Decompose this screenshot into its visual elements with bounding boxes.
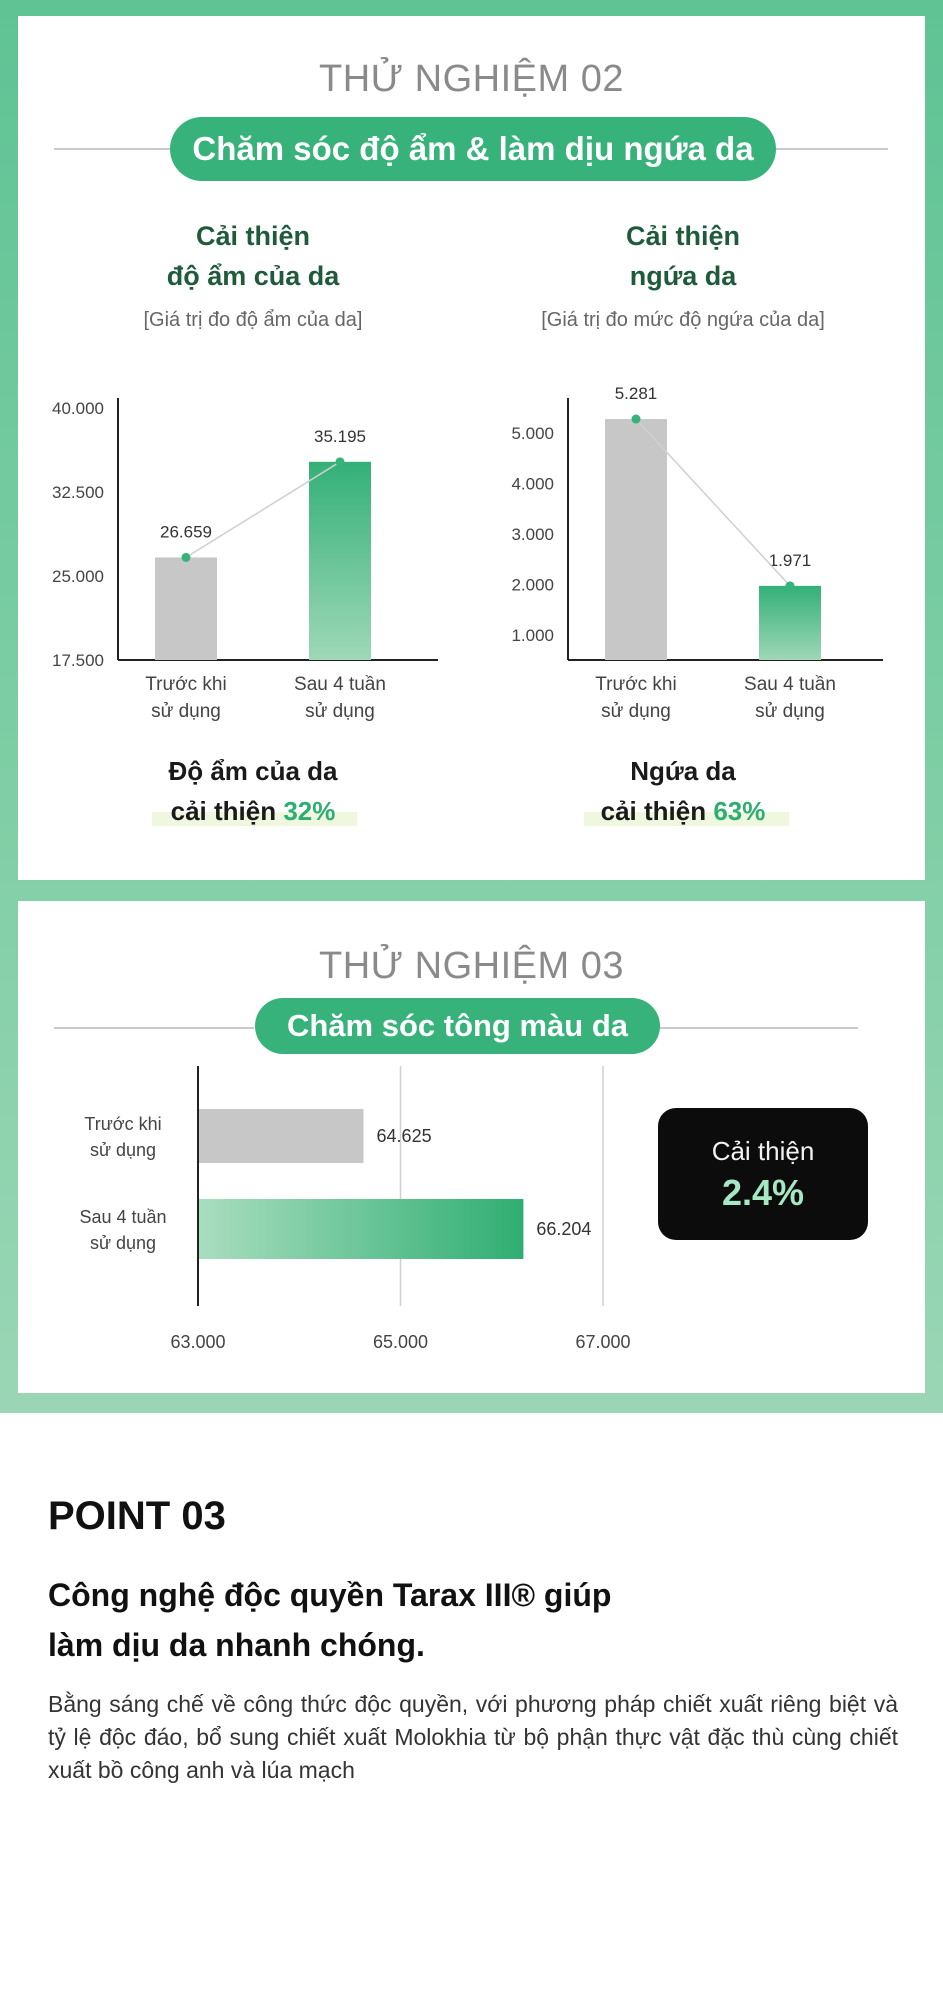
value-label: 1.971 [769, 551, 812, 570]
value-label: 66.204 [536, 1219, 591, 1239]
x-tick-label: 65.000 [373, 1332, 428, 1352]
trend-dot [785, 581, 795, 591]
right-result-line1: Ngứa da [630, 756, 736, 786]
left-col-subtitle: [Giá trị đo độ ẩm của da] [143, 309, 363, 331]
category-label: Sau 4 tuần [744, 674, 836, 695]
bar [605, 419, 667, 660]
right-result-highlight [584, 812, 789, 826]
left-result-line1: Độ ẩm của da [168, 756, 338, 786]
trend-dot [631, 414, 641, 424]
x-tick-label: 67.000 [575, 1332, 630, 1352]
point-heading-line1: Công nghệ độc quyền Tarax III® giúp [48, 1577, 612, 1613]
right-result-line2: cải thiện 63% [518, 791, 848, 831]
value-label: 5.281 [615, 384, 658, 403]
y-tick-label: 25.000 [52, 567, 104, 586]
right-result: Ngứa da cải thiện 63% [518, 751, 848, 831]
y-tick-label: 5.000 [511, 424, 554, 443]
value-label: 35.195 [314, 427, 366, 446]
y-tick-label: 1.000 [511, 626, 554, 645]
trend-line [635, 418, 791, 587]
right-result-prefix: cải thiện [600, 796, 707, 826]
trend-dot [335, 457, 345, 467]
divider-left [54, 148, 204, 150]
right-title-line1: Cải thiện [625, 221, 740, 251]
category-label: sử dụng [90, 1233, 156, 1253]
moisture-chart: 40.000 32.500 25.000 17.500 26.659 Trước khi s… [52, 398, 438, 722]
category-label: Trước khi [595, 674, 676, 695]
badge-value: 2.4% [721, 1172, 805, 1213]
category-label: sử dụng [755, 701, 825, 722]
divider-left-2 [54, 1027, 254, 1029]
x-tick-label: 63.000 [170, 1332, 225, 1352]
category-label: Sau 4 tuần [294, 674, 386, 695]
improvement-badge: Cải thiện 2.4% [658, 1108, 868, 1240]
right-col-subtitle: [Giá trị đo mức độ ngứa của da] [541, 309, 825, 331]
test03-title: THỬ NGHIỆM 03 [319, 945, 624, 987]
left-result: Độ ẩm của da cải thiện 32% [88, 751, 418, 831]
left-result-prefix: cải thiện [170, 796, 277, 826]
y-tick-label: 3.000 [511, 525, 554, 544]
left-result-highlight [152, 812, 357, 826]
y-tick-label: 17.500 [52, 651, 104, 670]
itch-chart: 5.000 4.000 3.000 2.000 1.000 5.281 Trước khi s… [511, 384, 883, 722]
y-tick-label: 40.000 [52, 399, 104, 418]
trend-dot [181, 552, 191, 562]
test02-title: THỬ NGHIỆM 02 [319, 58, 624, 100]
point-heading-line2: làm dịu da nhanh chóng. [48, 1627, 425, 1663]
point-title: POINT 03 [48, 1494, 226, 1538]
right-col-title: Cải thiện ngứa da [518, 216, 848, 296]
bar [155, 557, 217, 660]
test03-pill: Chăm sóc tông màu da [255, 998, 660, 1054]
divider-right [738, 148, 888, 150]
point-body: Bằng sáng chế về công thức độc quyền, vớ… [48, 1691, 898, 1783]
y-tick-label: 4.000 [511, 475, 554, 494]
point-heading: Công nghệ độc quyền Tarax III® giúp làm … [48, 1570, 848, 1670]
left-title-line1: Cải thiện [195, 221, 310, 251]
y-tick-label: 2.000 [511, 575, 554, 594]
category-label: Trước khi [84, 1114, 161, 1134]
category-label: sử dụng [151, 701, 221, 722]
left-result-line2: cải thiện 32% [88, 791, 418, 831]
bar [199, 1109, 364, 1163]
bar [199, 1199, 524, 1259]
left-title-line2: độ ẩm của da [166, 261, 340, 291]
bar [759, 585, 821, 660]
category-label: Sau 4 tuần [79, 1207, 166, 1227]
skin-tone-chart: 63.000 65.000 67.000 64.625 Trước khi sử dụng… [79, 1066, 631, 1352]
trend-line [185, 461, 341, 559]
badge-label: Cải thiện [711, 1136, 815, 1166]
test02-panel: THỬ NGHIỆM 02 Chăm sóc độ ẩm & làm dịu n… [18, 16, 925, 880]
category-label: sử dụng [305, 701, 375, 722]
right-result-value: 63% [713, 796, 766, 826]
test02-pill: Chăm sóc độ ẩm & làm dịu ngứa da [170, 117, 776, 181]
category-label: Trước khi [145, 674, 226, 695]
y-tick-label: 32.500 [52, 483, 104, 502]
right-title-line2: ngứa da [629, 261, 737, 291]
divider-right-2 [658, 1027, 858, 1029]
left-result-value: 32% [283, 796, 336, 826]
category-label: sử dụng [601, 701, 671, 722]
left-col-title: Cải thiện độ ẩm của da [88, 216, 418, 296]
category-label: sử dụng [90, 1140, 156, 1160]
bar [309, 461, 371, 660]
value-label: 26.659 [160, 522, 212, 541]
value-label: 64.625 [377, 1126, 432, 1146]
